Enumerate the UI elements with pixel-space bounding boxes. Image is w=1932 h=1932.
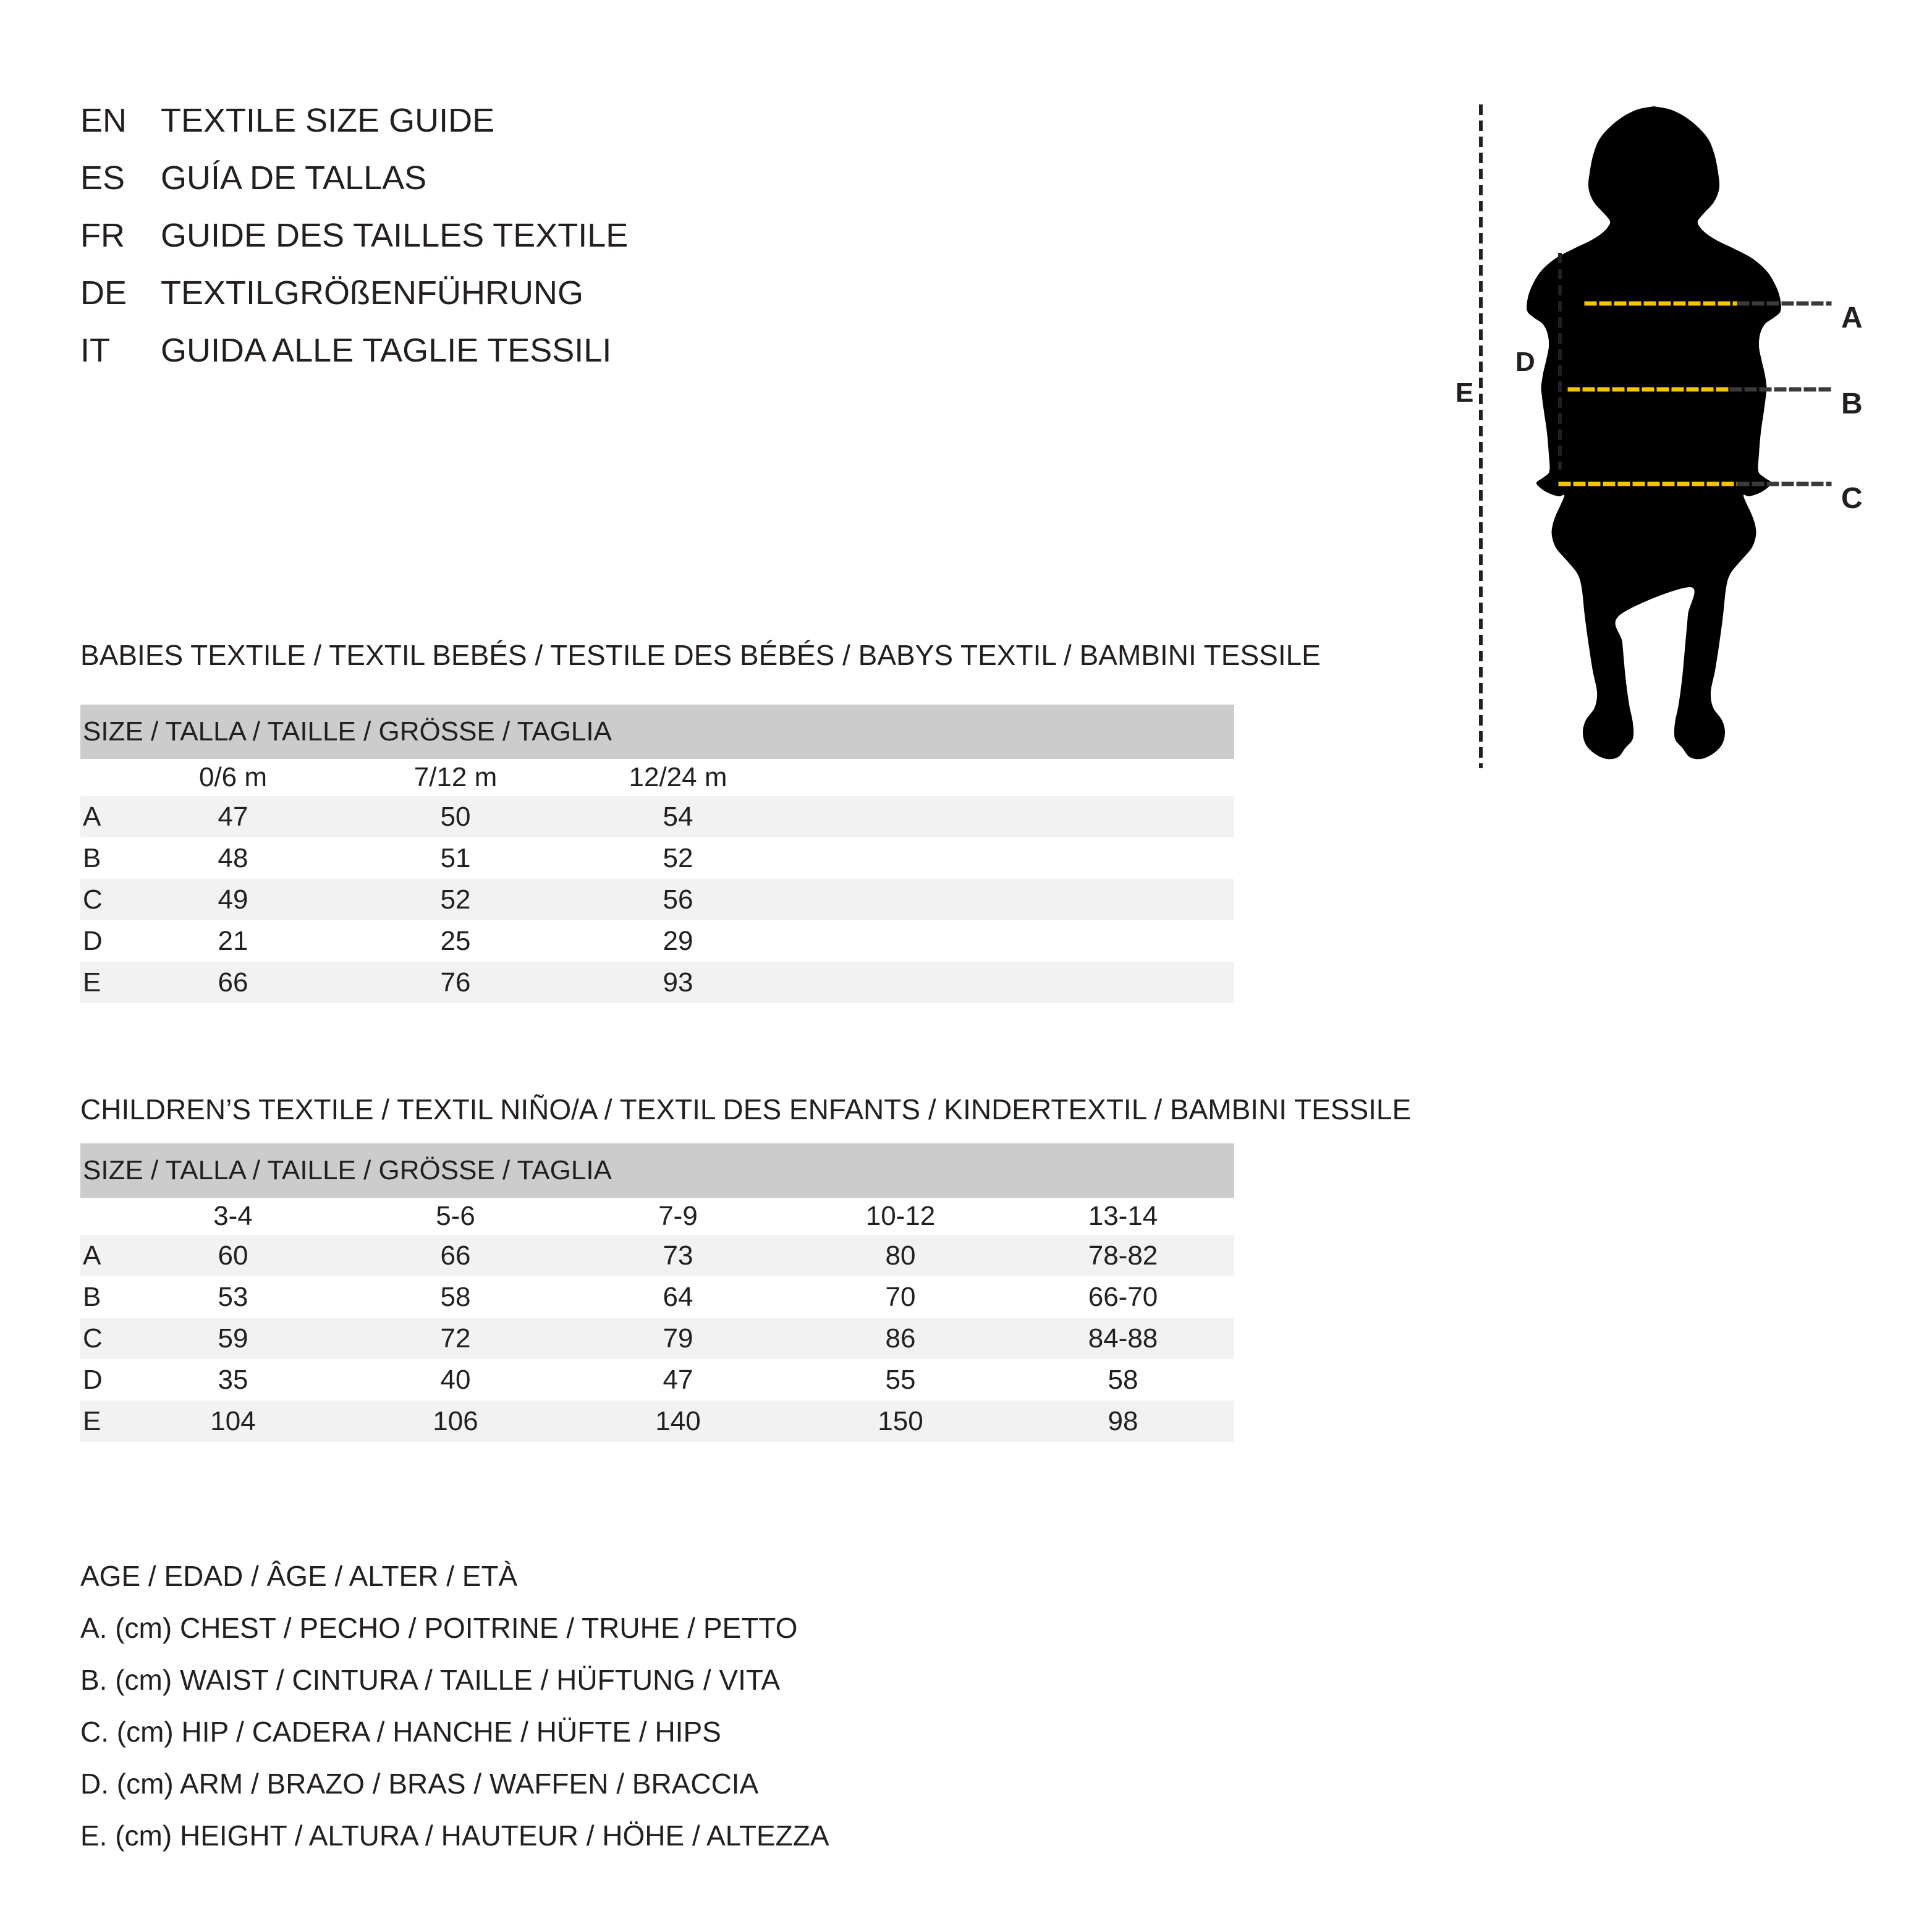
svg-text:C: C <box>1841 482 1863 515</box>
svg-text:E: E <box>1455 378 1473 408</box>
svg-text:B: B <box>1841 388 1863 420</box>
svg-text:A: A <box>1841 302 1863 334</box>
svg-text:D: D <box>1515 347 1535 377</box>
